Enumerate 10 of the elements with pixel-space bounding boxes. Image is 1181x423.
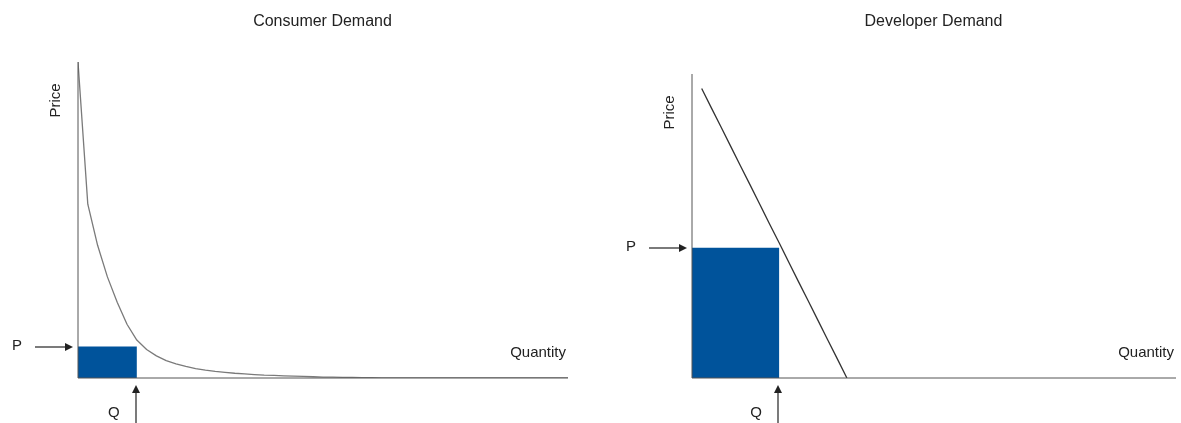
text: Q bbox=[107, 403, 120, 420]
x-axis-title: Quantity bbox=[510, 343, 566, 360]
text: P bbox=[12, 336, 23, 354]
chart-title: Consumer Demand bbox=[252, 12, 393, 30]
text: Q bbox=[750, 403, 762, 420]
text: P bbox=[626, 237, 637, 255]
x-axis-title: Quantity bbox=[1118, 343, 1174, 360]
y-axis-title: Price bbox=[45, 82, 63, 120]
chart-title: Developer Demand bbox=[863, 12, 1004, 30]
y-axis-title: Price bbox=[659, 94, 677, 132]
